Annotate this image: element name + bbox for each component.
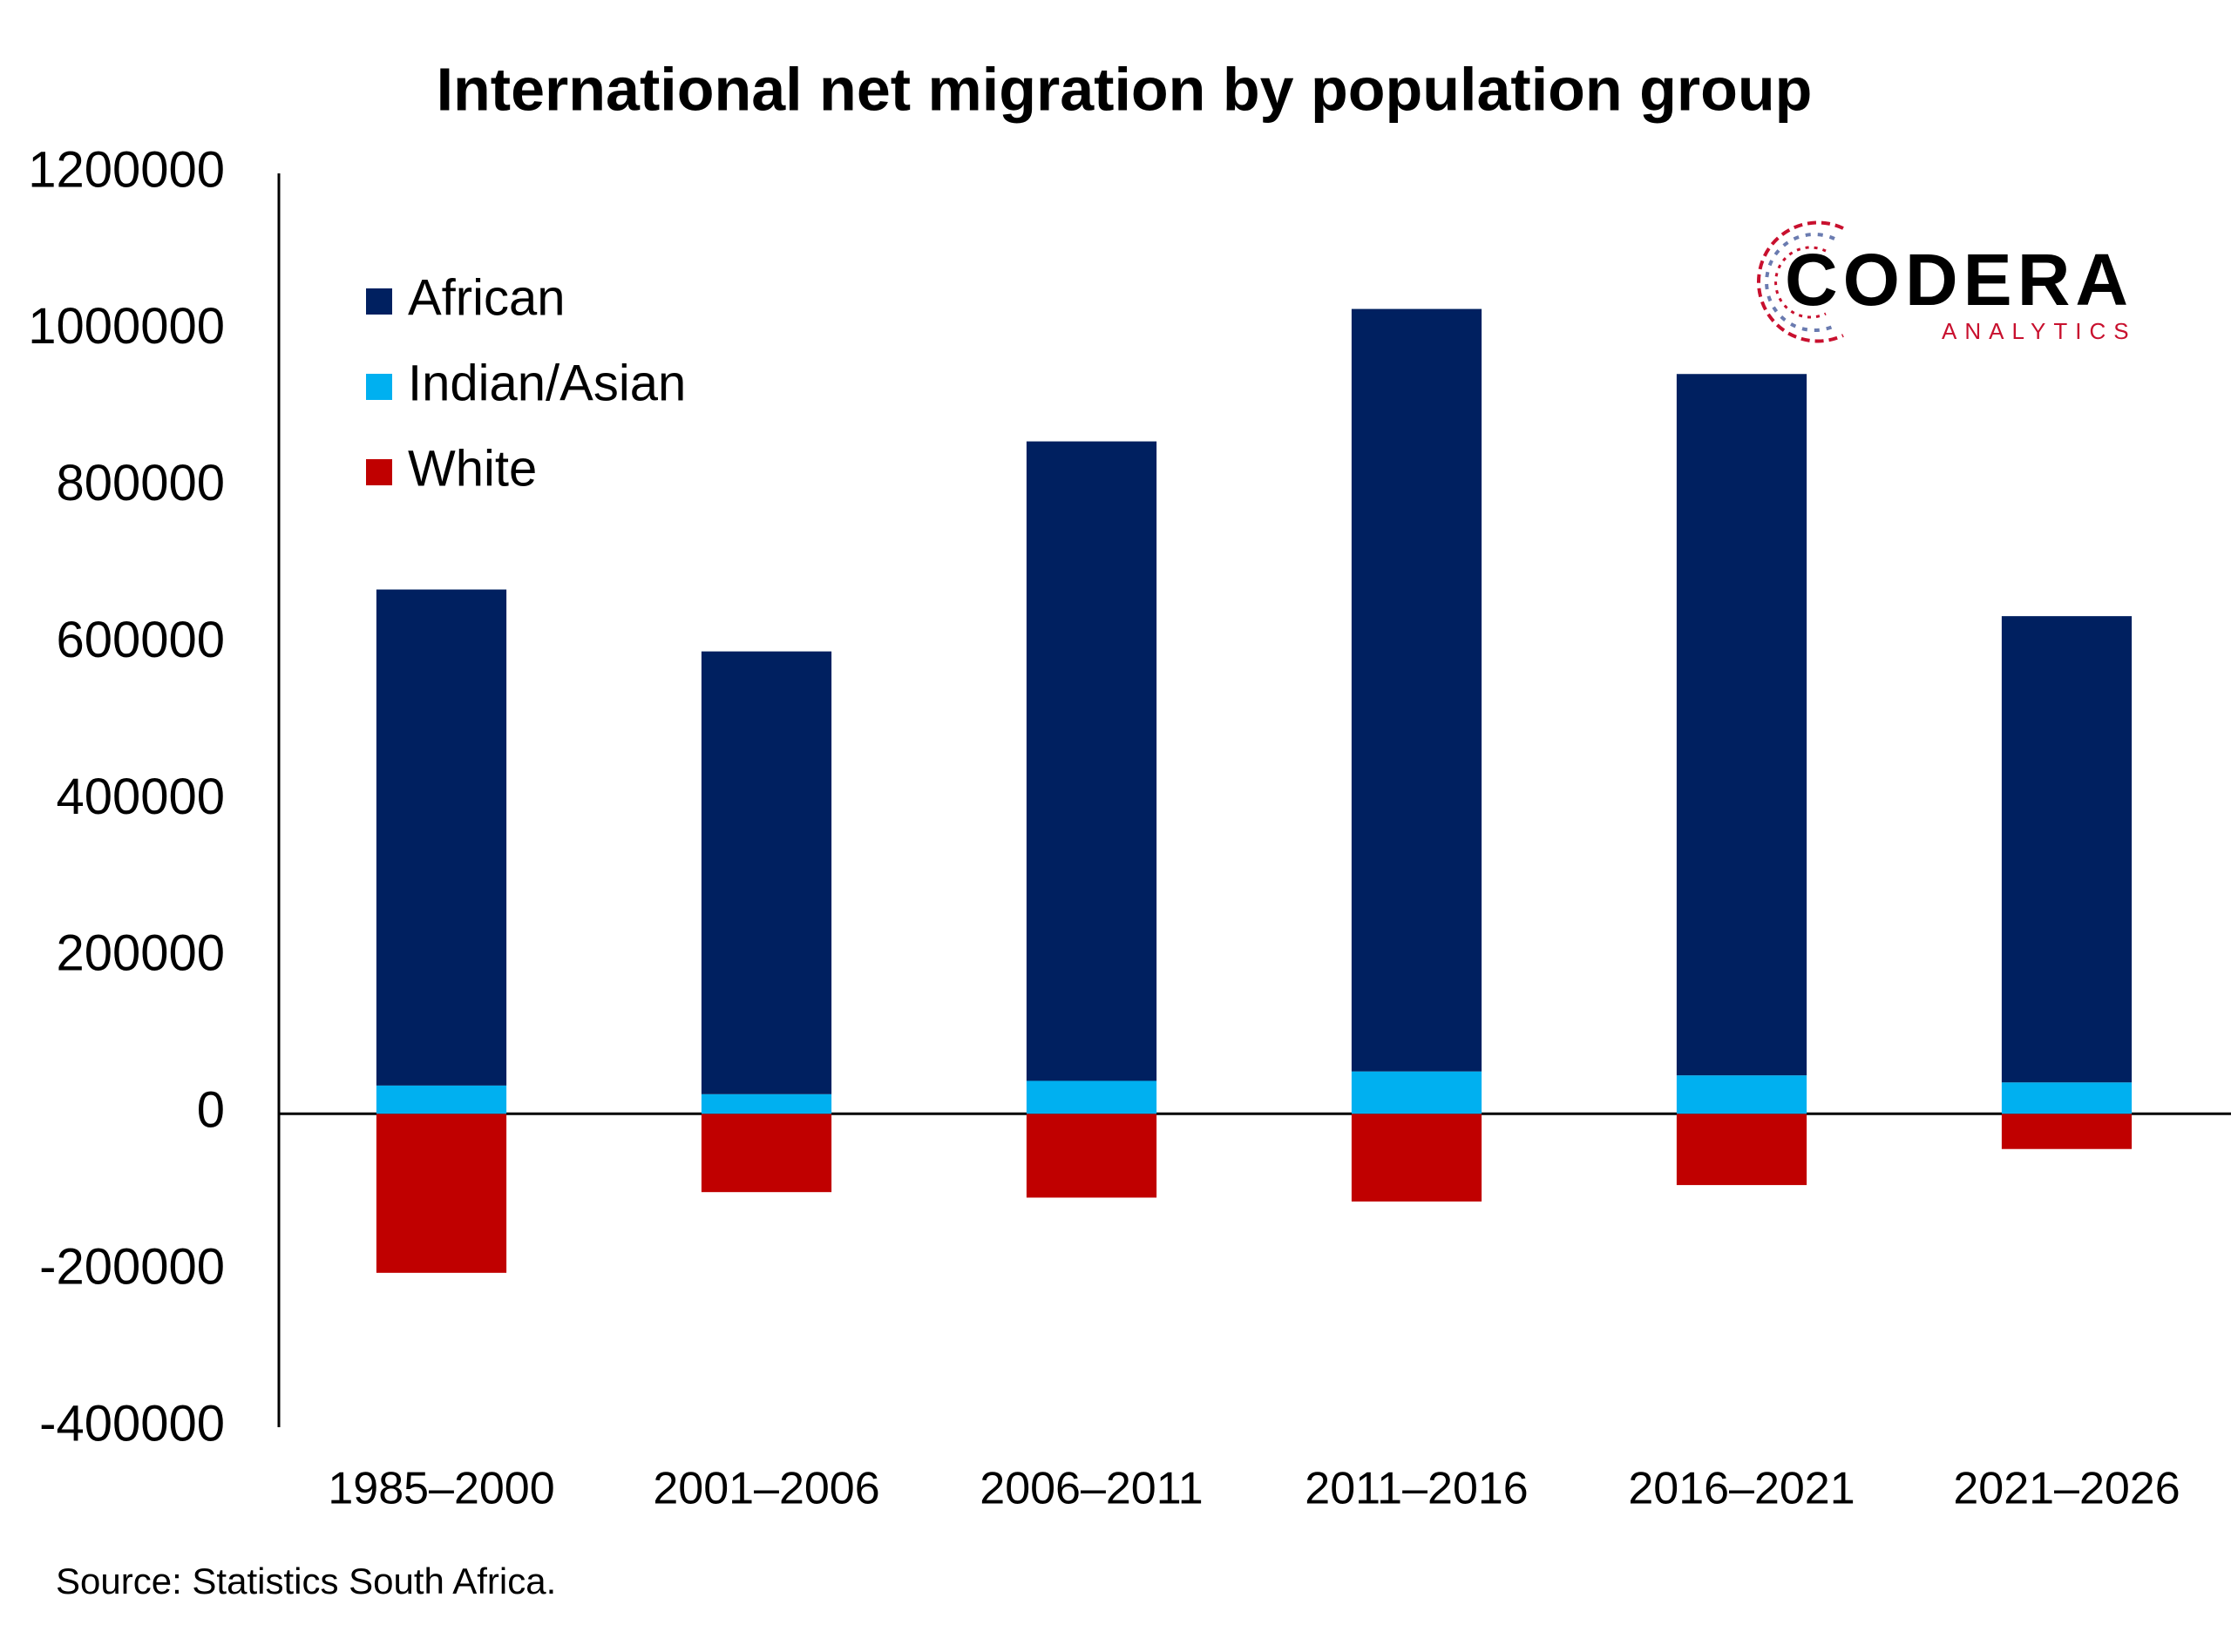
bar-segment [2001, 616, 2133, 1083]
bar-segment [2001, 1114, 2133, 1149]
y-tick-label: 1000000 [28, 298, 225, 355]
y-tick-label: 600000 [56, 612, 225, 668]
y-tick-label: 200000 [56, 925, 225, 982]
legend-swatch [366, 459, 392, 485]
bar-segment [2001, 1082, 2133, 1114]
logo-arc [1765, 233, 1835, 332]
legend-label: African [408, 269, 566, 326]
bar-segment [376, 1114, 507, 1273]
y-tick-label: -400000 [39, 1395, 225, 1452]
bar-segment [1676, 1114, 1807, 1186]
y-tick-label: 400000 [56, 768, 225, 825]
source-note: Source: Statistics South Africa. [56, 1561, 556, 1601]
bar-segment [1676, 1075, 1807, 1114]
x-tick-label: 2011–2016 [1305, 1464, 1528, 1514]
chart-title: International net migration by populatio… [437, 55, 1813, 123]
bar-segment [376, 1085, 507, 1114]
x-tick-label: 1985–2000 [328, 1464, 554, 1514]
logo: CODERA ANALYTICS [1756, 220, 2137, 344]
bar-segment [1351, 1071, 1482, 1114]
x-tick-label: 2016–2021 [1628, 1464, 1855, 1514]
bar-segment [701, 1093, 832, 1114]
bar-segment [376, 589, 507, 1086]
y-tick-label: 800000 [56, 455, 225, 511]
y-tick-label: -200000 [39, 1238, 225, 1295]
logo-arc [1756, 220, 1844, 343]
bar-segment [1351, 308, 1482, 1072]
bar-segment [1026, 1080, 1157, 1114]
logo-name: CODERA [1785, 239, 2133, 321]
logo-subtitle: ANALYTICS [1942, 318, 2137, 344]
legend-label: White [408, 440, 537, 497]
y-tick-label: 1200000 [28, 141, 225, 198]
y-tick-label: 0 [197, 1082, 225, 1139]
legend-label: Indian/Asian [408, 355, 686, 411]
logo-arc [1774, 246, 1827, 319]
bar-segment [1351, 1114, 1482, 1202]
bar-segment [1026, 441, 1157, 1081]
legend-swatch [366, 288, 392, 315]
x-tick-label: 2006–2011 [980, 1464, 1203, 1514]
bar-segment [1026, 1114, 1157, 1198]
bar-segment [701, 651, 832, 1094]
bar-segment [701, 1114, 832, 1193]
legend-swatch [366, 374, 392, 400]
bar-segment [1676, 374, 1807, 1076]
x-tick-label: 2001–2006 [653, 1464, 879, 1514]
x-tick-label: 2021–2026 [1953, 1464, 2180, 1514]
